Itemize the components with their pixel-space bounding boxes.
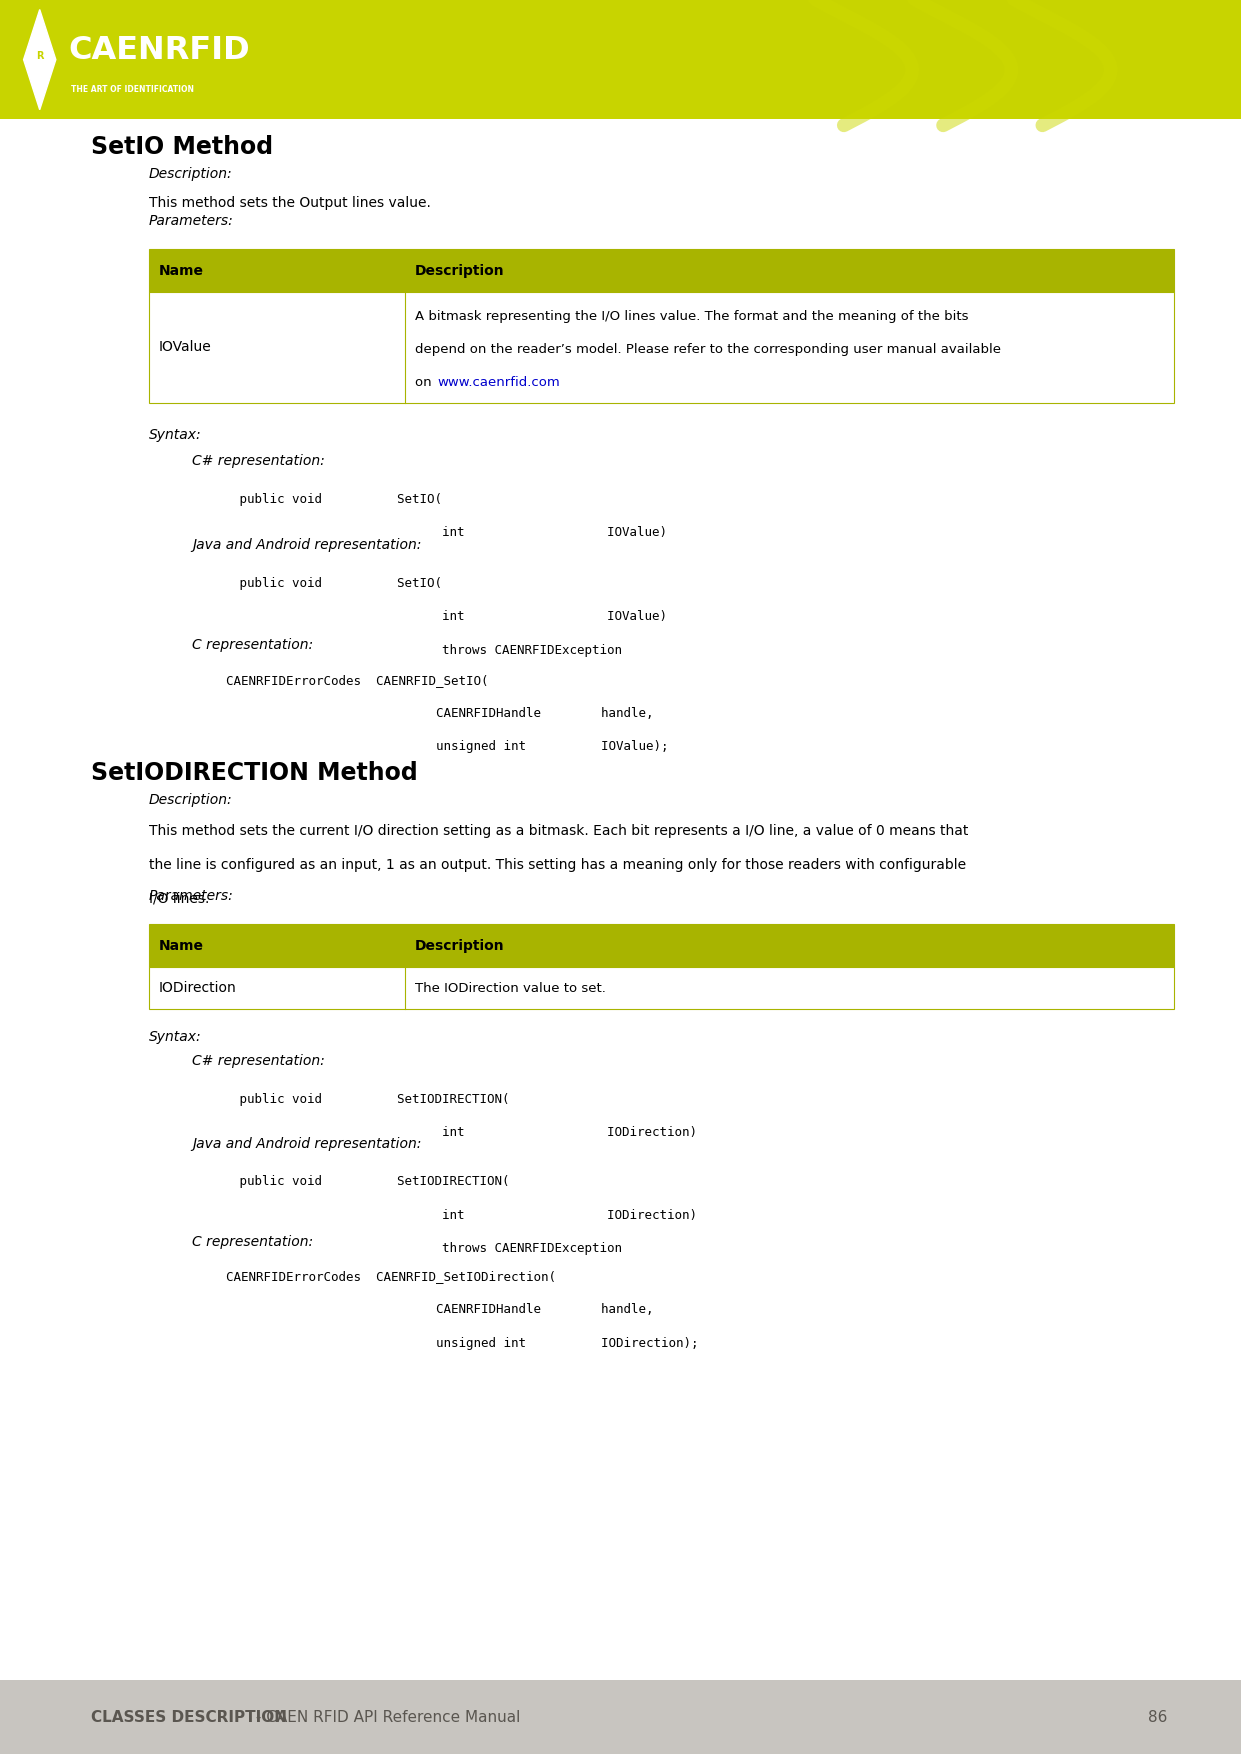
Text: unsigned int          IOValue);: unsigned int IOValue); bbox=[211, 740, 669, 752]
Text: Parameters:: Parameters: bbox=[149, 889, 233, 903]
Text: CLASSES DESCRIPTION: CLASSES DESCRIPTION bbox=[91, 1710, 287, 1724]
Text: A bitmask representing the I/O lines value. The format and the meaning of the bi: A bitmask representing the I/O lines val… bbox=[414, 309, 969, 323]
Text: C representation:: C representation: bbox=[192, 1235, 314, 1249]
Text: Description:: Description: bbox=[149, 167, 232, 181]
Text: int                   IODirection): int IODirection) bbox=[217, 1126, 697, 1138]
Text: R: R bbox=[36, 51, 43, 61]
Text: SetIO Method: SetIO Method bbox=[91, 135, 273, 160]
Text: CAENRFIDErrorCodes  CAENRFID_SetIODirection(: CAENRFIDErrorCodes CAENRFID_SetIODirecti… bbox=[211, 1270, 556, 1282]
Text: public void          SetIODIRECTION(: public void SetIODIRECTION( bbox=[217, 1093, 510, 1105]
Bar bbox=[0, 0, 1241, 119]
Text: IOValue: IOValue bbox=[159, 340, 212, 354]
Bar bbox=[149, 968, 1174, 1010]
Text: THE ART OF IDENTIFICATION: THE ART OF IDENTIFICATION bbox=[71, 84, 194, 95]
Bar bbox=[149, 249, 1174, 291]
Polygon shape bbox=[24, 9, 56, 111]
Text: Parameters:: Parameters: bbox=[149, 214, 233, 228]
Text: CAENRFIDErrorCodes  CAENRFID_SetIO(: CAENRFIDErrorCodes CAENRFID_SetIO( bbox=[211, 674, 489, 686]
Text: I/O lines.: I/O lines. bbox=[149, 891, 210, 905]
Text: unsigned int          IODirection);: unsigned int IODirection); bbox=[211, 1337, 699, 1349]
Text: Java and Android representation:: Java and Android representation: bbox=[192, 1137, 422, 1151]
Bar bbox=[149, 293, 1174, 403]
Bar bbox=[0, 1680, 1241, 1754]
Text: Java and Android representation:: Java and Android representation: bbox=[192, 538, 422, 553]
Bar bbox=[149, 924, 1174, 968]
Text: Description: Description bbox=[414, 263, 505, 277]
Text: public void          SetIO(: public void SetIO( bbox=[217, 493, 442, 505]
Text: This method sets the current I/O direction setting as a bitmask. Each bit repres: This method sets the current I/O directi… bbox=[149, 824, 968, 838]
Text: Syntax:: Syntax: bbox=[149, 1030, 201, 1044]
Text: depend on the reader’s model. Please refer to the corresponding user manual avai: depend on the reader’s model. Please ref… bbox=[414, 342, 1001, 356]
Text: www.caenrfid.com: www.caenrfid.com bbox=[437, 375, 560, 389]
Text: throws CAENRFIDException: throws CAENRFIDException bbox=[217, 1242, 622, 1254]
Text: CAENRFIDHandle        handle,: CAENRFIDHandle handle, bbox=[211, 1303, 654, 1316]
Text: Description: Description bbox=[414, 938, 505, 952]
Text: C# representation:: C# representation: bbox=[192, 454, 325, 468]
Text: CAENRFIDHandle        handle,: CAENRFIDHandle handle, bbox=[211, 707, 654, 719]
Text: int                   IODirection): int IODirection) bbox=[217, 1209, 697, 1221]
Text: Syntax:: Syntax: bbox=[149, 428, 201, 442]
Text: SetIODIRECTION Method: SetIODIRECTION Method bbox=[91, 761, 417, 786]
Text: The IODirection value to set.: The IODirection value to set. bbox=[414, 982, 606, 995]
Text: public void          SetIO(: public void SetIO( bbox=[217, 577, 442, 589]
Text: int                   IOValue): int IOValue) bbox=[217, 526, 668, 538]
Text: - CAEN RFID API Reference Manual: - CAEN RFID API Reference Manual bbox=[251, 1710, 520, 1724]
Text: IODirection: IODirection bbox=[159, 982, 237, 995]
Text: on: on bbox=[414, 375, 436, 389]
Text: 86: 86 bbox=[1148, 1710, 1168, 1724]
Text: Description:: Description: bbox=[149, 793, 232, 807]
Text: the line is configured as an input, 1 as an output. This setting has a meaning o: the line is configured as an input, 1 as… bbox=[149, 858, 965, 872]
Text: Name: Name bbox=[159, 938, 204, 952]
Text: CAENRFID: CAENRFID bbox=[68, 35, 249, 65]
Text: int                   IOValue): int IOValue) bbox=[217, 610, 668, 623]
Text: throws CAENRFIDException: throws CAENRFIDException bbox=[217, 644, 622, 656]
Text: This method sets the Output lines value.: This method sets the Output lines value. bbox=[149, 196, 431, 210]
Text: public void          SetIODIRECTION(: public void SetIODIRECTION( bbox=[217, 1175, 510, 1187]
Text: Name: Name bbox=[159, 263, 204, 277]
Text: C# representation:: C# representation: bbox=[192, 1054, 325, 1068]
Text: C representation:: C representation: bbox=[192, 638, 314, 652]
